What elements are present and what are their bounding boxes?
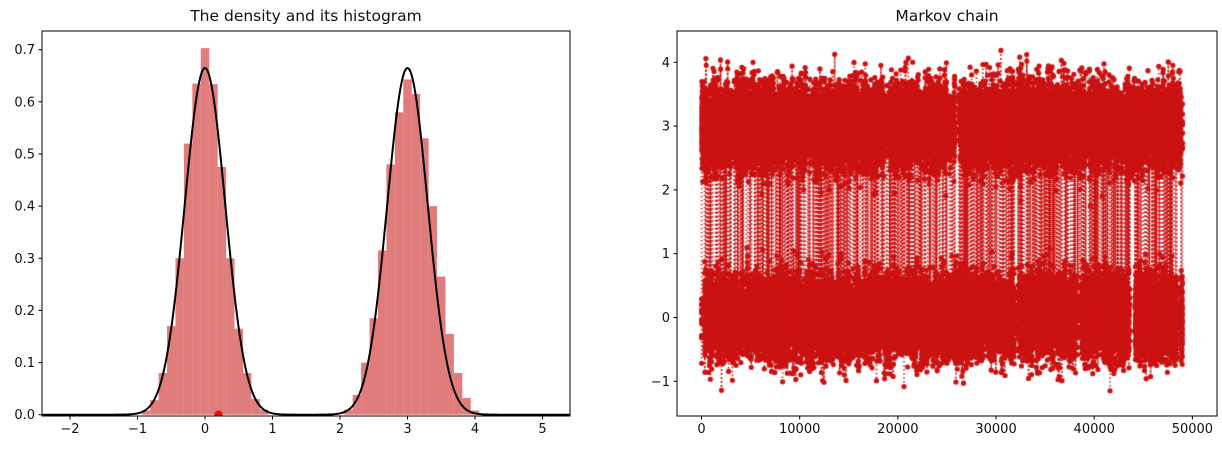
histogram-bar (167, 326, 176, 415)
markov-chain-points-layer (677, 31, 1217, 416)
histogram-bar (150, 400, 159, 415)
histogram-bar (251, 399, 260, 415)
x-tick-label: 30000 (975, 422, 1016, 437)
histogram-bar (175, 258, 184, 415)
density-curve (42, 67, 570, 416)
x-tick-label: 20000 (877, 422, 918, 437)
x-tick-label: 50000 (1172, 422, 1213, 437)
y-tick-label: 0.2 (14, 304, 35, 319)
density-plot-title: The density and its histogram (190, 7, 422, 25)
histogram-bar (200, 48, 210, 415)
histogram-bar (411, 94, 421, 415)
axes-frame (41, 30, 571, 417)
histogram-bar (141, 410, 151, 415)
histogram-bars (141, 48, 480, 415)
y-tick-label: 1 (662, 247, 670, 262)
histogram-bar (234, 328, 243, 415)
histogram-bar (226, 258, 235, 415)
x-tick-label: −2 (60, 422, 79, 437)
x-tick-label: 4 (471, 422, 479, 437)
y-tick-label: −1 (651, 375, 670, 390)
histogram-bar (344, 409, 353, 415)
y-tick-label: 0.1 (14, 356, 35, 371)
histogram-bar (352, 394, 362, 415)
y-tick-label: 0.7 (14, 43, 35, 58)
x-tick-label: 1 (268, 422, 276, 437)
histogram-bar (420, 138, 429, 415)
histogram-bar (403, 79, 412, 415)
x-tick-label: 0 (697, 422, 705, 437)
histogram-bar (453, 372, 463, 415)
x-tick-label: −1 (128, 422, 147, 437)
y-tick-label: 0.6 (14, 95, 35, 110)
histogram-bar (386, 164, 395, 415)
histogram-bar (437, 276, 446, 415)
histogram-bar (462, 398, 471, 415)
y-tick-label: 3 (662, 120, 670, 135)
histogram-bar (394, 112, 404, 415)
x-tick-label: 40000 (1074, 422, 1115, 437)
markov-axes: 0 10000 20000 30000 40000 50000 −1 0 1 2 3 4 (651, 30, 1218, 437)
histogram-bar (158, 372, 168, 415)
histogram-bar (209, 84, 218, 415)
y-tick-label: 0 (662, 311, 670, 326)
histogram-bar (192, 83, 201, 415)
y-tick-label: 2 (662, 183, 670, 198)
axes-frame (676, 30, 1218, 417)
histogram-bar (369, 318, 378, 415)
current-state-marker (214, 410, 223, 416)
histogram-bar (217, 167, 227, 415)
histogram-bar (183, 143, 193, 415)
x-tick-label: 0 (201, 422, 209, 437)
histogram-bar (428, 206, 438, 415)
y-tick-label: 0.0 (14, 408, 35, 423)
x-tick-label: 10000 (779, 422, 820, 437)
histogram-bar (377, 250, 387, 415)
x-tick-label: 2 (336, 422, 344, 437)
histogram-bar (242, 372, 252, 415)
density-axes: −2 −1 0 1 2 3 4 5 0.0 0.1 0.2 0.3 0.4 0.5 0.6 0.7 (14, 30, 571, 437)
markov-plot-title: Markov chain (895, 7, 999, 25)
histogram-bar (259, 409, 269, 415)
y-tick-label: 0.3 (14, 252, 35, 267)
x-tick-label: 3 (403, 422, 411, 437)
histogram-bar (361, 362, 370, 415)
y-tick-label: 0.4 (14, 200, 35, 215)
x-tick-label: 5 (538, 422, 546, 437)
y-tick-label: 4 (662, 56, 670, 71)
density-histogram-plot (42, 48, 570, 416)
y-tick-label: 0.5 (14, 147, 35, 162)
